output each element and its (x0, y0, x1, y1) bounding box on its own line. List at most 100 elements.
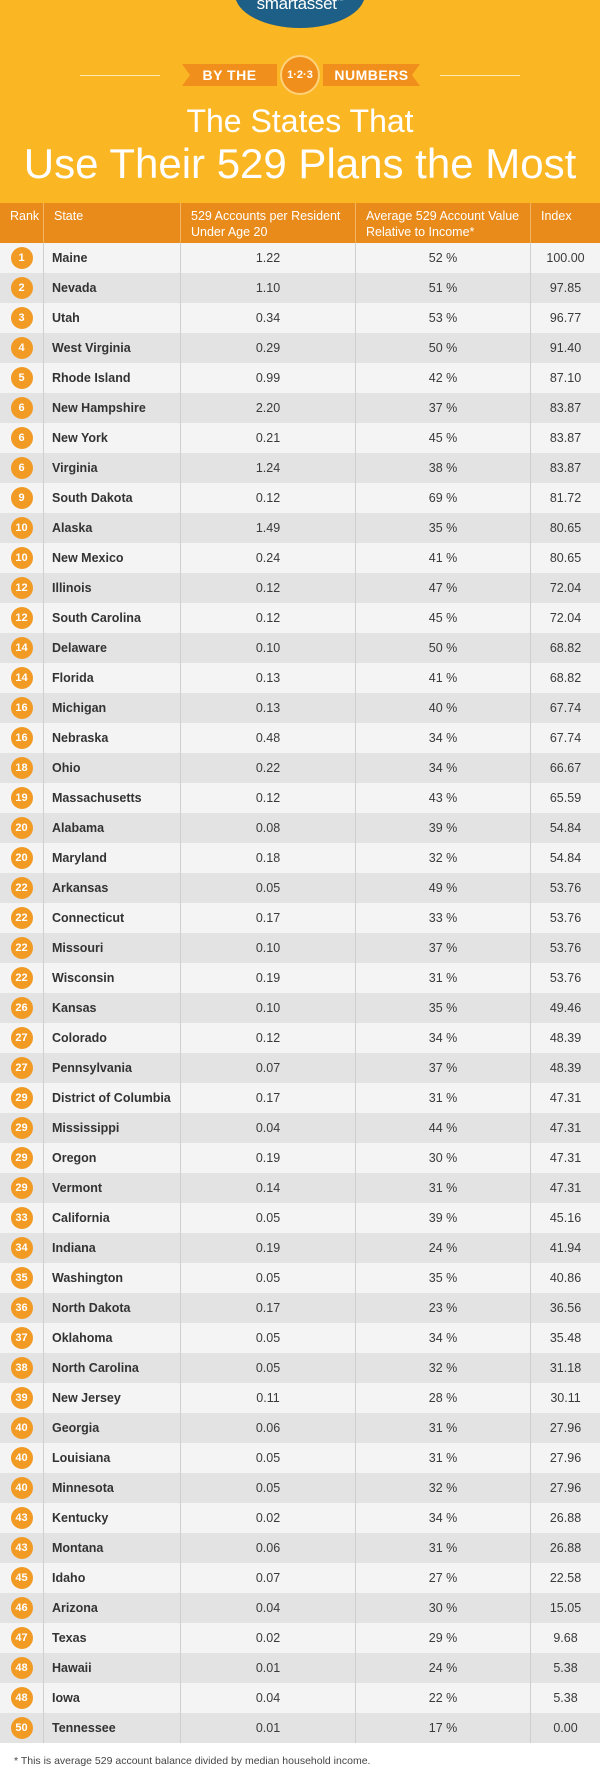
table-row: 46 Arizona 0.04 30 % 15.05 (0, 1593, 600, 1623)
rank-cell: 29 (0, 1113, 44, 1143)
index-cell: 15.05 (549, 1601, 582, 1615)
accounts-cell: 0.22 (181, 753, 356, 783)
index-cell: 5.38 (553, 1661, 578, 1675)
rank-cell: 40 (0, 1473, 44, 1503)
accounts-cell: 0.34 (181, 303, 356, 333)
rank-cell: 37 (0, 1323, 44, 1353)
table-row: 6 Virginia 1.24 38 % 83.87 (0, 453, 600, 483)
rank-badge: 35 (10, 1267, 33, 1289)
average-cell: 39 % (356, 813, 531, 843)
state-cell: Vermont (44, 1173, 181, 1203)
accounts-cell: 0.02 (181, 1503, 356, 1533)
state-cell: Nebraska (44, 723, 181, 753)
average-cell: 38 % (356, 453, 531, 483)
state-cell: Kentucky (44, 1503, 181, 1533)
rank-cell: 39 (0, 1383, 44, 1413)
rank-cell: 45 (0, 1563, 44, 1593)
rank-cell: 38 (0, 1353, 44, 1383)
state-cell: Arkansas (44, 873, 181, 903)
accounts-cell: 0.07 (181, 1563, 356, 1593)
rank-badge: 40 (10, 1447, 33, 1469)
rank-cell: 20 (0, 843, 44, 873)
rank-cell: 50 (0, 1713, 44, 1743)
accounts-cell: 0.13 (181, 663, 356, 693)
accounts-cell: 0.05 (181, 1203, 356, 1233)
table-row: 29 Vermont 0.14 31 % 47.31 (0, 1173, 600, 1203)
rank-badge: 22 (10, 877, 33, 899)
index-cell: 36.56 (549, 1301, 582, 1315)
table-row: 6 New Hampshire 2.20 37 % 83.87 (0, 393, 600, 423)
index-cell: 47.31 (549, 1181, 582, 1195)
rank-cell: 29 (0, 1083, 44, 1113)
table-row: 19 Massachusetts 0.12 43 % 65.59 (0, 783, 600, 813)
index-cell: 66.67 (549, 761, 582, 775)
accounts-cell: 0.10 (181, 633, 356, 663)
rank-badge: 48 (10, 1687, 33, 1709)
table-row: 27 Colorado 0.12 34 % 48.39 (0, 1023, 600, 1053)
rank-cell: 6 (0, 393, 44, 423)
rank-badge: 10 (10, 517, 33, 539)
accounts-cell: 0.12 (181, 783, 356, 813)
state-cell: Nevada (44, 273, 181, 303)
table-row: 14 Florida 0.13 41 % 68.82 (0, 663, 600, 693)
average-cell: 31 % (356, 1533, 531, 1563)
rank-badge: 29 (10, 1177, 33, 1199)
average-cell: 34 % (356, 753, 531, 783)
index-cell: 49.46 (549, 1001, 582, 1015)
rank-cell: 6 (0, 423, 44, 453)
average-cell: 41 % (356, 663, 531, 693)
accounts-cell: 0.04 (181, 1113, 356, 1143)
average-cell: 50 % (356, 333, 531, 363)
index-cell: 68.82 (549, 641, 582, 655)
rank-badge: 20 (10, 847, 33, 869)
state-cell: New Mexico (44, 543, 181, 573)
index-cell: 5.38 (553, 1691, 578, 1705)
rank-badge: 16 (10, 697, 33, 719)
average-cell: 34 % (356, 723, 531, 753)
index-cell: 68.82 (549, 671, 582, 685)
brand-logo[interactable]: smartasset™ (235, 0, 365, 28)
accounts-cell: 0.17 (181, 1083, 356, 1113)
table-row: 35 Washington 0.05 35 % 40.86 (0, 1263, 600, 1293)
state-cell: Ohio (44, 753, 181, 783)
rank-cell: 43 (0, 1533, 44, 1563)
accounts-cell: 0.14 (181, 1173, 356, 1203)
accounts-cell: 0.02 (181, 1623, 356, 1653)
index-cell: 47.31 (549, 1121, 582, 1135)
accounts-cell: 1.24 (181, 453, 356, 483)
state-cell: West Virginia (44, 333, 181, 363)
index-cell: 47.31 (549, 1091, 582, 1105)
index-cell: 97.85 (549, 281, 582, 295)
average-cell: 49 % (356, 873, 531, 903)
index-cell: 83.87 (549, 431, 582, 445)
state-cell: Maryland (44, 843, 181, 873)
index-cell: 67.74 (549, 701, 582, 715)
table-row: 37 Oklahoma 0.05 34 % 35.48 (0, 1323, 600, 1353)
rank-badge: 6 (10, 457, 33, 479)
state-cell: Oklahoma (44, 1323, 181, 1353)
rank-badge: 40 (10, 1417, 33, 1439)
by-the-numbers-banner: BY THE 1·2·3 NUMBERS (0, 55, 600, 95)
index-cell: 91.40 (549, 341, 582, 355)
table-row: 5 Rhode Island 0.99 42 % 87.10 (0, 363, 600, 393)
rank-cell: 6 (0, 453, 44, 483)
rank-badge: 6 (10, 427, 33, 449)
table-row: 29 Mississippi 0.04 44 % 47.31 (0, 1113, 600, 1143)
accounts-cell: 0.19 (181, 1233, 356, 1263)
average-cell: 30 % (356, 1593, 531, 1623)
state-cell: Minnesota (44, 1473, 181, 1503)
table-row: 20 Maryland 0.18 32 % 54.84 (0, 843, 600, 873)
index-cell: 72.04 (549, 611, 582, 625)
accounts-cell: 0.01 (181, 1653, 356, 1683)
table-row: 1 Maine 1.22 52 % 100.00 (0, 243, 600, 273)
rank-cell: 29 (0, 1173, 44, 1203)
table-row: 38 North Carolina 0.05 32 % 31.18 (0, 1353, 600, 1383)
state-cell: Mississippi (44, 1113, 181, 1143)
table-row: 40 Louisiana 0.05 31 % 27.96 (0, 1443, 600, 1473)
accounts-cell: 1.49 (181, 513, 356, 543)
rank-cell: 14 (0, 633, 44, 663)
state-cell: Georgia (44, 1413, 181, 1443)
rank-badge: 50 (10, 1717, 33, 1739)
rank-cell: 18 (0, 753, 44, 783)
index-cell: 22.58 (549, 1571, 582, 1585)
